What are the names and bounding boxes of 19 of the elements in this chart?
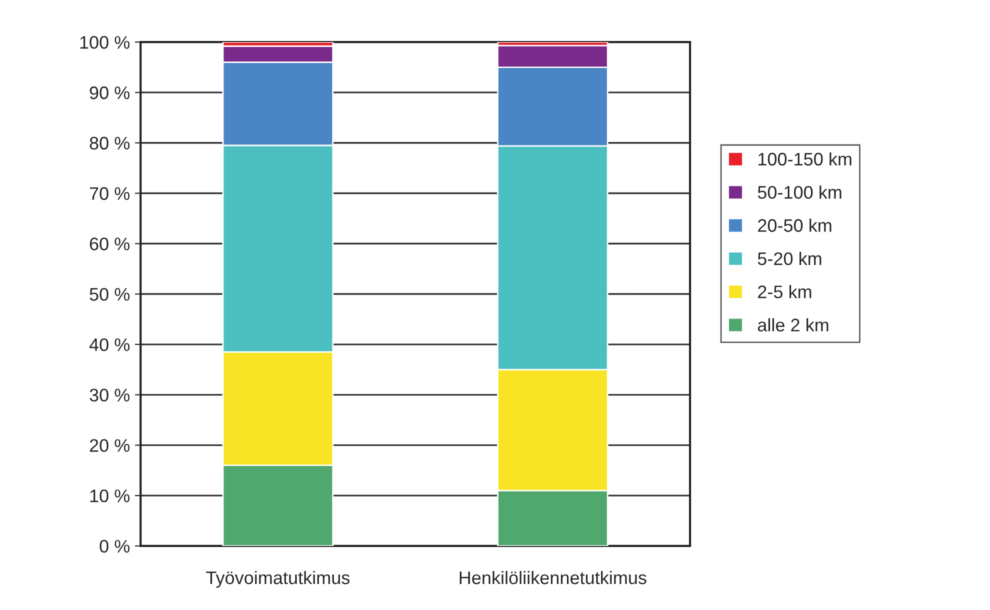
y-tick-label: 50 %: [90, 288, 130, 301]
y-tick-label: 40 %: [89, 338, 130, 352]
y-tick-label: 90 %: [90, 86, 130, 100]
y-tick-label: 100 %: [80, 36, 130, 49]
y-tick-label: 80 %: [90, 136, 130, 150]
y-tick-label: 70 %: [90, 187, 130, 200]
y-tick-label: 20 %: [90, 439, 130, 452]
legend-label: 100-150 km: [758, 152, 852, 166]
x-tick-label: Henkilöliikennetutkimus: [460, 570, 646, 584]
x-tick-label: Työvoimatutkimus: [206, 570, 350, 588]
y-tick-label: 0 %: [100, 540, 130, 553]
legend-label: alle 2 km: [758, 318, 828, 332]
y-tick-label: 30 %: [90, 388, 130, 402]
legend-label: 20-50 km: [758, 218, 832, 232]
legend-label: 5-20 km: [758, 252, 822, 266]
y-tick-label: 60 %: [90, 238, 130, 250]
legend-label: 50-100 km: [758, 186, 842, 199]
y-tick-label: 10 %: [90, 490, 130, 502]
legend-label: 2-5 km: [758, 285, 812, 298]
